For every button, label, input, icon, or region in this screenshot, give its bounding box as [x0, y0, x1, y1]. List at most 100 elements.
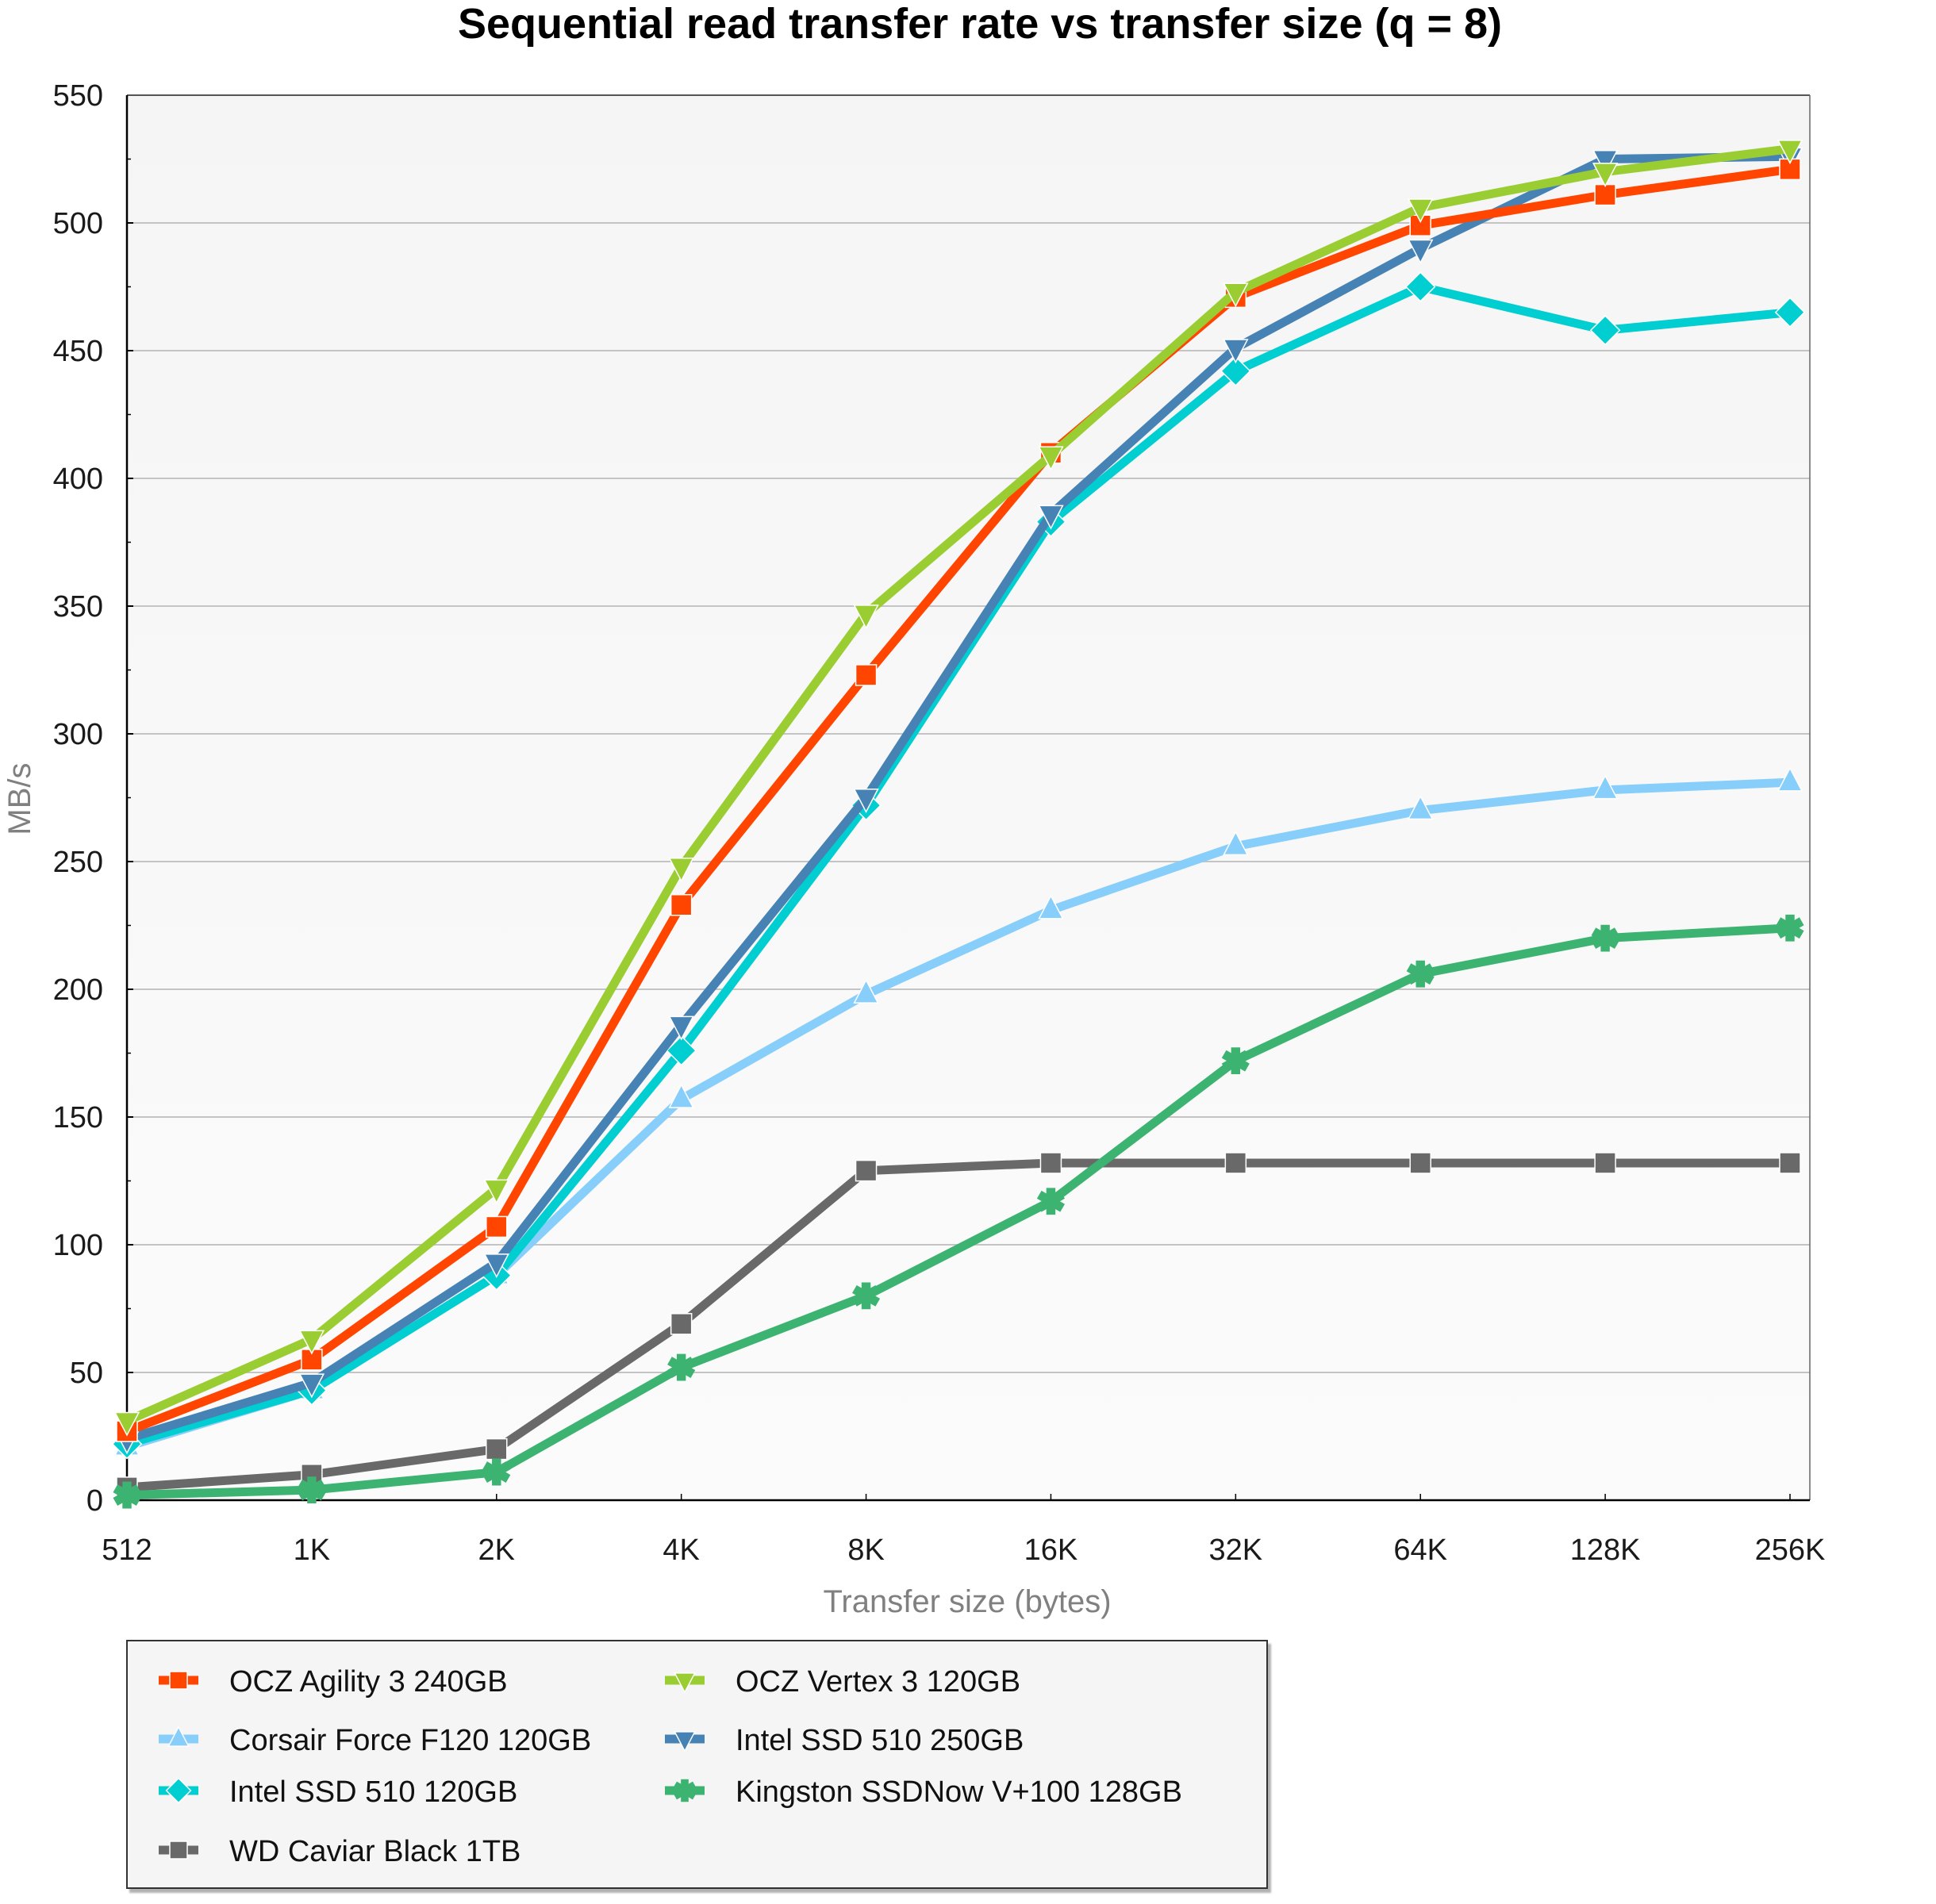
data-point: [1220, 355, 1251, 387]
legend-marker: [674, 1731, 696, 1752]
data-point: [855, 1159, 878, 1182]
data-point: [1039, 1152, 1062, 1174]
x-tick-label: 64K: [1393, 1534, 1447, 1567]
x-tick-label: 16K: [1024, 1534, 1078, 1567]
data-point: [1774, 297, 1806, 328]
data-point: [113, 1481, 141, 1509]
data-point: [1038, 894, 1064, 919]
x-axis-ticks: 512 1K 2K 4K 8K 16K 32K 64K 128K 256K: [102, 1494, 1825, 1567]
data-point: [1408, 198, 1434, 224]
y-tick-label: 200: [53, 973, 103, 1007]
asterisk-stroke: [852, 1284, 881, 1307]
legend-item: Corsair Force F120 120GB: [159, 1724, 591, 1757]
data-point: [1038, 505, 1064, 530]
data-point: [1592, 163, 1619, 188]
legend-marker: [169, 1671, 188, 1690]
data-point: [668, 1015, 694, 1041]
y-tick-label: 50: [70, 1357, 103, 1390]
y-tick-label: 250: [53, 846, 103, 879]
data-point: [1779, 1152, 1801, 1174]
data-point: [1594, 1152, 1616, 1174]
legend-marker: [169, 1841, 188, 1860]
data-point: [1404, 271, 1436, 302]
data-point: [486, 1215, 508, 1238]
data-point: [666, 1035, 697, 1066]
legend-label: Intel SSD 510 250GB: [736, 1724, 1024, 1757]
asterisk-stroke: [1406, 963, 1435, 985]
data-point: [1038, 446, 1064, 471]
asterisk-stroke: [673, 1781, 697, 1800]
asterisk-stroke: [298, 1479, 326, 1501]
asterisk-stroke: [1036, 1190, 1065, 1212]
legend-item: WD Caviar Black 1TB: [159, 1835, 520, 1868]
chart-title: Sequential read transfer rate vs transfe…: [458, 0, 1502, 48]
data-point: [1408, 795, 1434, 820]
legend-marker: [167, 1726, 190, 1747]
y-tick-label: 100: [53, 1229, 103, 1262]
data-point: [298, 1373, 325, 1399]
series-ocz-vertex-3-120gb: [113, 140, 1803, 1437]
y-tick-label: 550: [53, 79, 103, 113]
y-tick-label: 500: [53, 207, 103, 240]
legend-marker: [674, 1672, 696, 1694]
x-tick-label: 128K: [1570, 1534, 1641, 1567]
series-kingston-ssdnow-v-100-128gb: [113, 914, 1804, 1509]
data-point: [1589, 314, 1621, 346]
legend-item: OCZ Vertex 3 120GB: [665, 1665, 1020, 1699]
data-point: [670, 893, 693, 916]
x-tick-label: 4K: [663, 1534, 699, 1567]
data-point: [667, 1353, 696, 1381]
data-point: [855, 664, 878, 686]
series-line: [125, 144, 1791, 1426]
legend-item: Intel SSD 510 120GB: [159, 1775, 517, 1809]
legend-label: OCZ Vertex 3 120GB: [736, 1665, 1020, 1699]
y-tick-label: 450: [53, 335, 103, 368]
data-point: [1592, 150, 1619, 175]
data-point: [482, 1458, 511, 1486]
data-point: [668, 857, 694, 882]
series-group: [111, 140, 1806, 1509]
data-point: [1408, 239, 1434, 264]
data-point: [1592, 774, 1619, 800]
series-line: [126, 923, 1791, 1500]
y-axis-label: MB/s: [2, 762, 37, 835]
data-point: [1221, 1047, 1250, 1075]
data-point: [483, 1179, 509, 1204]
data-point: [1409, 1152, 1431, 1174]
data-point: [1594, 183, 1616, 206]
series-line: [125, 152, 1791, 1443]
data-point: [1777, 766, 1803, 792]
data-point: [1223, 282, 1249, 308]
data-point: [113, 1411, 140, 1437]
data-point: [1406, 960, 1435, 988]
legend-marker: [673, 1779, 697, 1802]
legend-label: Kingston SSDNow V+100 128GB: [736, 1775, 1182, 1809]
y-tick-label: 400: [53, 463, 103, 496]
data-point: [1777, 140, 1803, 165]
x-axis-label: Transfer size (bytes): [823, 1584, 1111, 1619]
x-tick-label: 8K: [847, 1534, 884, 1567]
data-point: [853, 605, 879, 630]
series-wd-caviar-black-1tb: [116, 1152, 1801, 1499]
data-point: [1776, 914, 1804, 942]
data-point: [852, 1282, 881, 1310]
data-point: [853, 978, 879, 1004]
data-point: [1036, 1188, 1065, 1215]
data-point: [1223, 831, 1249, 856]
legend-label: OCZ Agility 3 240GB: [229, 1665, 508, 1699]
data-point: [670, 1313, 693, 1335]
legend-item: OCZ Agility 3 240GB: [159, 1665, 508, 1699]
asterisk-stroke: [667, 1357, 696, 1378]
x-tick-label: 256K: [1755, 1534, 1826, 1567]
legend-label: Corsair Force F120 120GB: [229, 1724, 591, 1757]
data-point: [298, 1476, 326, 1504]
y-axis-ticks: 0 50 100 150 200 250 300 350 400 450 500 550: [53, 79, 133, 1518]
data-point: [853, 789, 879, 813]
x-tick-label: 32K: [1209, 1534, 1263, 1567]
legend-label: Intel SSD 510 120GB: [229, 1775, 517, 1809]
asterisk-stroke: [1221, 1050, 1250, 1072]
data-point: [298, 1330, 325, 1355]
series-intel-ssd-510-250gb: [113, 147, 1803, 1455]
data-point: [1224, 1152, 1247, 1174]
